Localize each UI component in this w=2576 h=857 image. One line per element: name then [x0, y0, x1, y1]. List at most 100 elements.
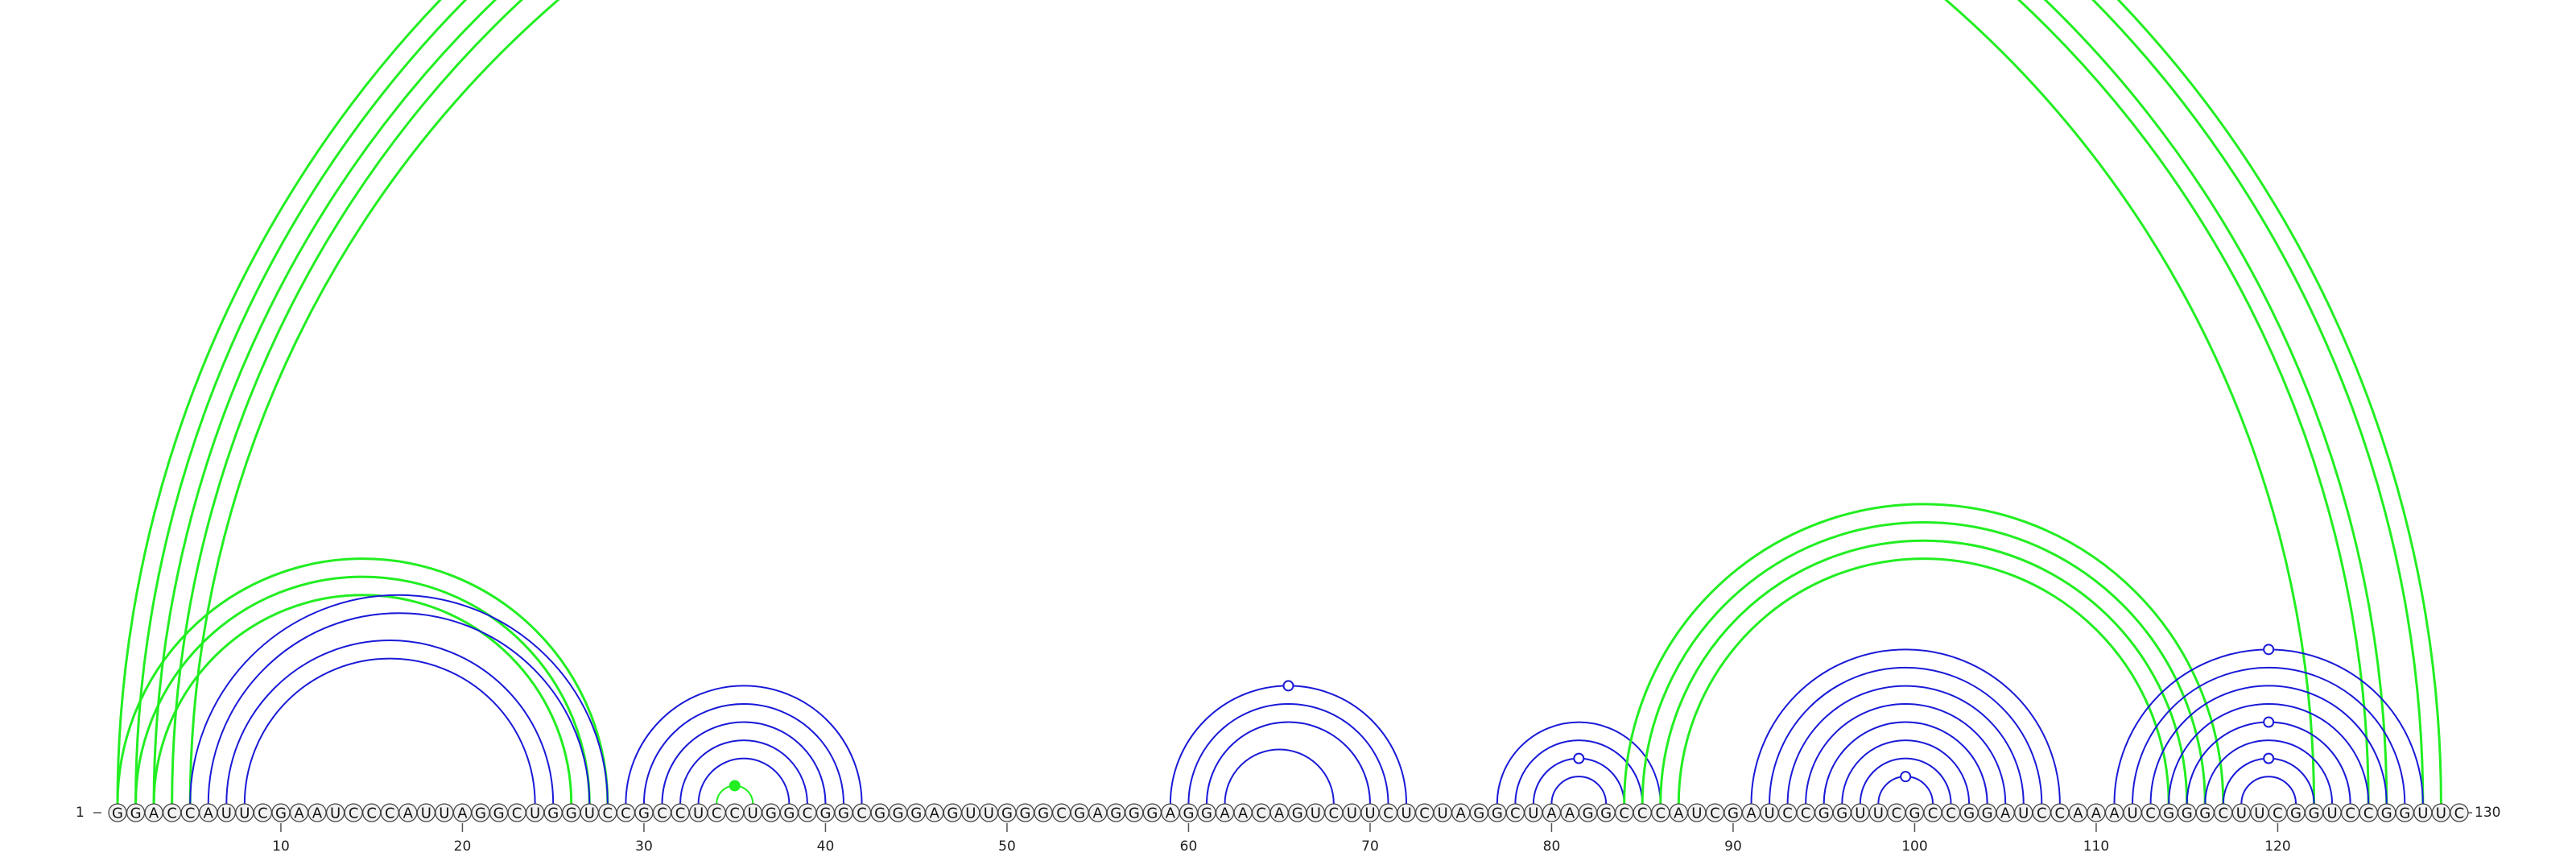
nucleotide-letter: C — [1946, 805, 1956, 822]
arc-marker-34-36 — [729, 780, 741, 792]
nucleotide-32: C — [671, 803, 690, 822]
nucleotide-45: G — [906, 803, 926, 822]
nucleotide-110: A — [2087, 803, 2106, 822]
nucleotide-104: G — [1977, 803, 1997, 822]
tick-label-60: 60 — [1180, 838, 1198, 855]
nucleotide-30: G — [634, 803, 654, 822]
nucleotide-99: C — [1887, 803, 1906, 822]
tick-label-30: 30 — [635, 838, 653, 855]
nucleotide-letter: A — [1093, 805, 1104, 822]
nucleotide-letter: G — [638, 805, 650, 822]
nucleotide-letter: C — [857, 805, 867, 822]
nucleotide-letter: G — [1183, 805, 1194, 822]
nucleotide-letter: U — [1691, 805, 1702, 822]
nucleotide-6: A — [199, 803, 218, 822]
nucleotide-53: C — [1051, 803, 1071, 822]
pair-arc-92-107 — [1769, 666, 2043, 805]
nucleotide-129: U — [2431, 803, 2451, 822]
nucleotide-20: A — [452, 803, 473, 822]
nucleotide-120: C — [2268, 803, 2288, 822]
nucleotide-117: C — [2214, 803, 2233, 822]
nucleotide-letter: A — [2109, 805, 2120, 822]
tick-label-40: 40 — [817, 838, 835, 855]
pair-arc-85-116 — [1641, 521, 2207, 805]
nucleotide-79: U — [1524, 803, 1543, 822]
nucleotide-letter: C — [2219, 805, 2229, 822]
nucleotide-letter: C — [621, 805, 631, 822]
arc-markers — [729, 644, 2275, 792]
nucleotide-letter: C — [512, 805, 522, 822]
nucleotide-11: A — [289, 803, 309, 822]
nucleotide-letter: G — [1074, 805, 1085, 822]
arc-marker-79-84 — [1573, 752, 1585, 764]
nucleotide-letter: G — [1473, 805, 1484, 822]
nucleotide-letter: A — [930, 805, 940, 822]
pair-arc-80-83 — [1550, 776, 1608, 805]
nucleotide-letter: U — [748, 805, 758, 822]
tick-label-20: 20 — [454, 838, 472, 855]
nucleotide-letter: U — [2236, 805, 2247, 822]
nucleotide-letter: U — [221, 805, 232, 822]
nucleotide-106: U — [2014, 803, 2033, 822]
nucleotide-letter: C — [2363, 805, 2374, 822]
pair-arc-8-24 — [243, 657, 536, 805]
nucleotide-98: U — [1868, 803, 1889, 822]
nucleotide-33: U — [688, 803, 708, 822]
tick-label-110: 110 — [2083, 838, 2109, 855]
nucleotide-77: G — [1488, 803, 1507, 822]
nucleotide-letter: A — [312, 805, 323, 822]
nucleotide-115: G — [2178, 803, 2197, 822]
pair-arc-30-41 — [642, 702, 844, 805]
arc-marker-59-72 — [1282, 680, 1294, 692]
pair-arc-86-115 — [1659, 539, 2189, 805]
nucleotide-letter: G — [819, 805, 831, 822]
nucleotide-letter: G — [1038, 805, 1049, 822]
nucleotide-39: C — [798, 803, 817, 822]
pair-arc-31-40 — [661, 721, 827, 805]
nucleotide-2: G — [126, 803, 146, 822]
pairing-arcs — [116, 0, 2442, 805]
nucleotide-letter: G — [2182, 805, 2193, 822]
pair-arc-91-108 — [1750, 648, 2061, 805]
nucleotide-105: A — [1996, 803, 2015, 822]
pair-arc-61-70 — [1206, 721, 1371, 805]
nucleotide-94: C — [1796, 803, 1815, 822]
nucleotide-121: G — [2286, 803, 2306, 822]
nucleotide-111: A — [2104, 803, 2124, 822]
nucleotide-36: U — [743, 803, 762, 822]
pair-arc-3-126 — [152, 0, 2388, 805]
pair-arc-29-42 — [625, 685, 863, 805]
nucleotide-22: G — [489, 803, 509, 822]
pair-arc-5-122 — [190, 0, 2314, 804]
nucleotide-letter: U — [421, 805, 431, 822]
nucleotide-letter: C — [803, 805, 813, 822]
nucleotide-letter: C — [2145, 805, 2156, 822]
nucleotide-95: G — [1814, 803, 1834, 822]
pair-arc-60-71 — [1187, 702, 1389, 805]
nucleotide-letter: A — [294, 805, 304, 822]
nucleotide-letter: C — [729, 805, 740, 822]
nucleotide-31: C — [652, 803, 672, 822]
nucleotide-46: A — [925, 803, 944, 822]
nucleotide-letter: C — [385, 805, 395, 822]
pair-arc-114-125 — [2168, 702, 2370, 805]
nucleotide-letter: C — [2273, 805, 2283, 822]
nucleotide-letter: C — [167, 805, 177, 822]
nucleotide-letter: C — [1510, 805, 1521, 822]
nucleotide-42: C — [852, 803, 872, 822]
nucleotide-letter: A — [204, 805, 214, 822]
nucleotide-letter: G — [1492, 805, 1503, 822]
nucleotide-130: C — [2450, 803, 2469, 822]
nucleotide-14: C — [344, 803, 363, 822]
nucleotide-15: C — [362, 803, 382, 822]
nucleotide-letter: G — [2309, 805, 2320, 822]
nucleotide-37: G — [762, 803, 781, 822]
nucleotide-letter: U — [2436, 805, 2446, 822]
nucleotide-101: C — [1923, 803, 1942, 822]
nucleotide-29: C — [616, 803, 636, 822]
nucleotide-1: G — [108, 803, 127, 822]
nucleotide-92: U — [1760, 803, 1779, 822]
nucleotide-10: G — [271, 803, 291, 822]
nucleotide-letter: C — [1637, 805, 1648, 822]
nucleotide-letter: A — [149, 805, 159, 822]
